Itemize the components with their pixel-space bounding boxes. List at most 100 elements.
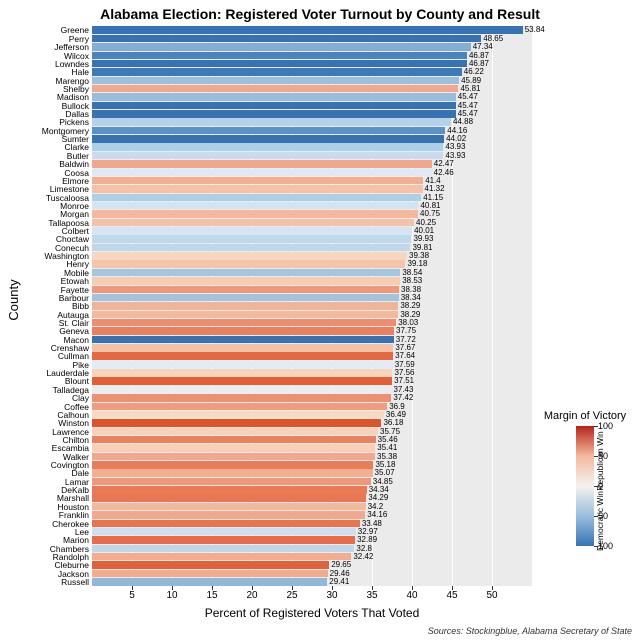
bar-value-label: 45.47 (458, 93, 478, 101)
bar-value-label: 39.93 (413, 235, 433, 243)
bar-value-label: 42.46 (434, 169, 454, 177)
bar (92, 77, 459, 85)
bar (92, 143, 443, 151)
x-tick-label: 50 (486, 590, 497, 601)
y-tick-label: Russell (61, 578, 89, 586)
bar-value-label: 38.29 (400, 311, 420, 319)
bar (92, 369, 392, 377)
bar (92, 194, 421, 202)
bar-value-label: 29.65 (331, 561, 351, 569)
bar-value-label: 34.29 (368, 494, 388, 502)
bar (92, 461, 373, 469)
bar (92, 394, 391, 402)
bar-value-label: 35.07 (375, 469, 395, 477)
x-tick-label: 25 (286, 590, 297, 601)
x-tick-label: 30 (326, 590, 337, 601)
legend-tick-label: 100 (598, 541, 613, 551)
bar (92, 185, 423, 193)
plot-area: 53.8448.6547.3446.8746.8746.2245.8945.81… (92, 26, 532, 586)
bar-value-label: 32.8 (356, 545, 372, 553)
bar-value-label: 36.18 (383, 419, 403, 427)
y-axis-title: County (6, 279, 21, 320)
bar-value-label: 35.41 (377, 444, 397, 452)
bar (92, 570, 328, 578)
legend-colorbar: Republican Win Democratic Win 1005005010… (576, 426, 594, 546)
bar (92, 244, 410, 252)
bar (92, 411, 384, 419)
y-tick-label: Baldwin (59, 160, 89, 168)
chart-title: Alabama Election: Registered Voter Turno… (0, 0, 640, 22)
bar-value-label: 38.53 (402, 277, 422, 285)
bar (92, 536, 355, 544)
bar (92, 545, 354, 553)
bar-value-label: 39.18 (407, 260, 427, 268)
bar-value-label: 40.75 (420, 210, 440, 218)
bar-value-label: 46.87 (469, 52, 489, 60)
bar (92, 219, 414, 227)
legend-tick-label: 50 (598, 451, 608, 461)
bar-value-label: 38.29 (400, 302, 420, 310)
bar (92, 235, 411, 243)
bar-value-label: 47.34 (473, 43, 493, 51)
x-tick-label: 40 (406, 590, 417, 601)
bar (92, 127, 445, 135)
bar (92, 60, 467, 68)
bar (92, 85, 458, 93)
bar (92, 503, 366, 511)
x-tick-label: 10 (166, 590, 177, 601)
bar (92, 528, 356, 536)
bar (92, 302, 398, 310)
x-tick-label: 5 (129, 590, 135, 601)
bar (92, 135, 444, 143)
bar (92, 169, 432, 177)
bar (92, 177, 423, 185)
x-tick-label: 20 (246, 590, 257, 601)
bar (92, 152, 443, 160)
bar-value-label: 42.47 (434, 160, 454, 168)
bar (92, 486, 367, 494)
legend-title: Margin of Victory (540, 410, 630, 422)
legend: Margin of Victory Republican Win Democra… (540, 410, 630, 546)
sources-text: Sources: Stockingblue, Alabama Secretary… (428, 626, 632, 636)
bar-value-label: 37.51 (394, 377, 414, 385)
bar (92, 68, 462, 76)
bar (92, 444, 375, 452)
bar (92, 469, 373, 477)
bar (92, 336, 394, 344)
bar (92, 277, 400, 285)
bar-value-label: 34.16 (367, 511, 387, 519)
bar (92, 561, 329, 569)
bar (92, 52, 467, 60)
bar-value-label: 45.89 (461, 77, 481, 85)
bar-value-label: 35.75 (380, 428, 400, 436)
bar-value-label: 33.48 (362, 520, 382, 528)
bar (92, 578, 327, 586)
bar-value-label: 32.42 (353, 553, 373, 561)
bar (92, 260, 405, 268)
bar (92, 210, 418, 218)
bar (92, 377, 392, 385)
bar (92, 453, 375, 461)
bar (92, 93, 456, 101)
y-tick-label: Jefferson (54, 43, 89, 51)
legend-tick-label: 0 (598, 481, 603, 491)
bar-value-label: 53.84 (525, 26, 545, 34)
bar (92, 494, 366, 502)
bar (92, 403, 387, 411)
y-tick-label: Clay (72, 394, 89, 402)
bar (92, 327, 394, 335)
bar (92, 26, 523, 34)
legend-tick-label: 50 (598, 511, 608, 521)
legend-tick-label: 100 (598, 421, 613, 431)
bar (92, 428, 378, 436)
bar (92, 361, 393, 369)
gridline (492, 26, 493, 586)
bar-value-label: 36.9 (389, 403, 405, 411)
bar (92, 202, 418, 210)
bar-value-label: 44.88 (453, 118, 473, 126)
bar (92, 35, 481, 43)
bar (92, 160, 432, 168)
bar (92, 344, 393, 352)
bar-value-label: 37.42 (393, 394, 413, 402)
bar (92, 311, 398, 319)
